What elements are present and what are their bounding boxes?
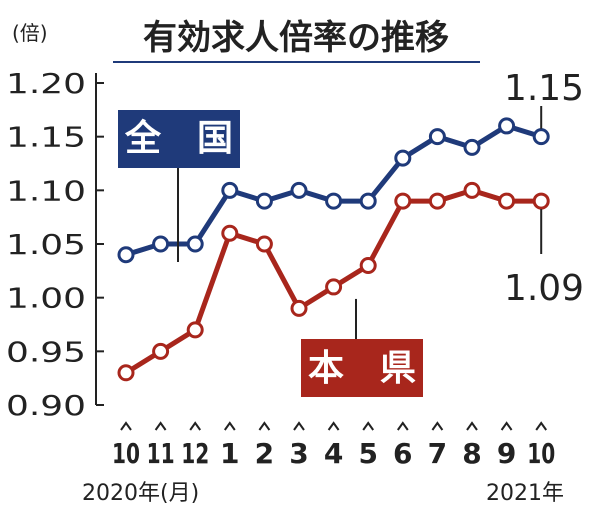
x-tick-caret: [223, 421, 236, 431]
x-tick-label: 12: [181, 437, 209, 470]
x-tick-caret: [327, 421, 340, 431]
x-tick-caret: [535, 421, 548, 431]
series-point-0: [255, 192, 273, 210]
x-tick-label: 4: [324, 437, 343, 470]
series-point-1: [152, 342, 170, 360]
series-point-0: [463, 138, 481, 156]
x-tick-label: 1: [220, 437, 239, 470]
series-point-0: [152, 235, 170, 253]
legend-layer: 全 国本 県 1.15 1.09: [118, 68, 584, 397]
series-point-1: [532, 192, 550, 210]
legend-label-0: 全 国: [124, 117, 233, 159]
legend-label-1: 本 県: [308, 348, 416, 389]
y-axis: 1.20 1.15 1.10 1.05 1.00 0.95 0.90: [6, 67, 104, 422]
series-point-1: [255, 235, 273, 253]
y-tick-label: 1.15: [6, 121, 86, 154]
y-tick-label: 0.95: [6, 335, 86, 368]
series-point-0: [186, 235, 204, 253]
series-point-1: [394, 192, 412, 210]
x-tick-caret: [431, 421, 444, 431]
y-unit-label: (倍): [12, 21, 48, 45]
series-point-0: [394, 149, 412, 167]
x-tick-caret: [154, 421, 167, 431]
series-point-1: [290, 299, 308, 317]
x-tick-label: 5: [358, 437, 377, 470]
series-point-0: [498, 117, 516, 135]
series-point-1: [221, 224, 239, 242]
x-tick-caret: [189, 421, 202, 431]
series-point-1: [117, 364, 135, 382]
x-tick-label: 8: [462, 437, 481, 470]
chart-title: 有効求人倍率の推移: [143, 18, 449, 58]
series-point-1: [325, 278, 343, 296]
series-point-1: [186, 321, 204, 339]
year-end-label: 2021年: [486, 481, 564, 506]
x-tick-caret: [362, 421, 375, 431]
y-tick-label: 1.20: [6, 67, 86, 100]
end-label-0: 1.15: [504, 68, 584, 109]
series-point-0: [428, 128, 446, 146]
x-tick-caret: [258, 421, 271, 431]
series-point-0: [290, 181, 308, 199]
series-point-1: [463, 181, 481, 199]
y-tick-label: 1.00: [6, 282, 86, 315]
y-tick-label: 0.90: [6, 389, 86, 422]
y-tick-label: 1.10: [6, 174, 86, 207]
series-layer: [117, 117, 550, 382]
x-tick-label: 10: [527, 437, 555, 470]
x-tick-label: 7: [428, 437, 447, 470]
series-point-0: [117, 246, 135, 264]
series-point-0: [532, 128, 550, 146]
legend-box-0: [118, 110, 240, 168]
x-tick-label: 10: [112, 437, 140, 470]
x-tick-caret: [293, 421, 305, 431]
x-tick-caret: [120, 421, 132, 431]
y-tick-label: 1.05: [6, 228, 86, 261]
x-tick-label: 2: [255, 437, 274, 470]
year-start-label: 2020年(月): [82, 481, 199, 506]
series-point-1: [359, 256, 377, 274]
series-point-1: [498, 192, 516, 210]
series-point-0: [325, 192, 343, 210]
x-tick-label: 11: [147, 437, 175, 470]
series-point-0: [359, 192, 377, 210]
legend-box-1: [301, 339, 423, 397]
x-tick-caret: [466, 421, 478, 431]
x-tick-caret: [396, 421, 409, 431]
x-tick-label: 6: [393, 437, 412, 470]
x-tick-label: 9: [497, 437, 516, 470]
end-label-1: 1.09: [504, 268, 584, 309]
series-point-0: [221, 181, 239, 199]
x-axis: 10 11 12 1 2 3 4 5 6 7 8 9 10: [112, 421, 555, 470]
series-point-1: [428, 192, 446, 210]
x-tick-caret: [500, 421, 513, 431]
x-tick-label: 3: [289, 437, 308, 470]
